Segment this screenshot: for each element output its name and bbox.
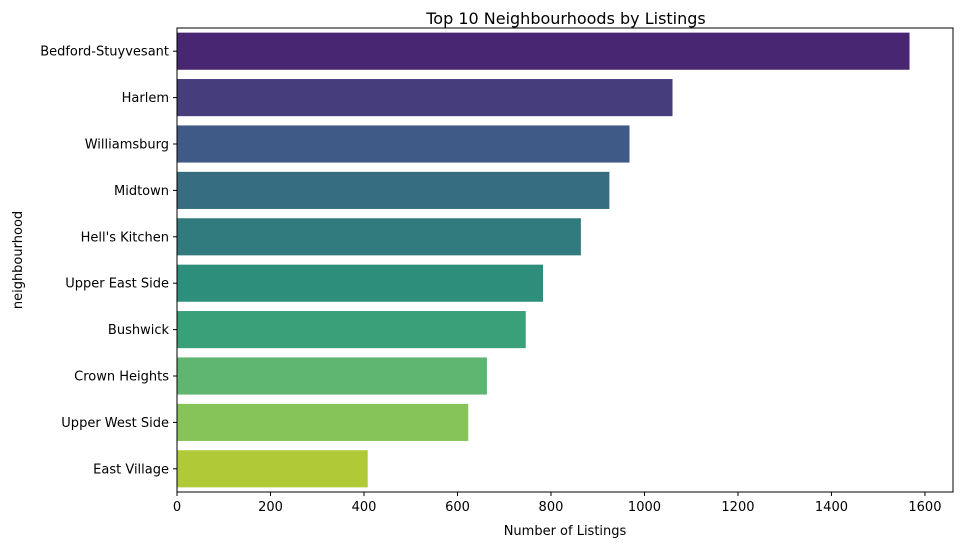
y-tick-label: Bushwick [108, 323, 170, 338]
y-tick-label: Midtown [114, 184, 169, 199]
bar-hell-s-kitchen [177, 218, 581, 256]
y-tick-label: Upper West Side [61, 416, 169, 431]
y-tick-label: East Village [93, 462, 169, 477]
bar-bedford-stuyvesant [177, 32, 910, 70]
x-tick-label: 800 [539, 500, 564, 515]
x-axis-ticks: 0 200 400 600 800 1000 1200 1400 1600 [173, 492, 941, 515]
x-tick-label: 1000 [628, 500, 661, 515]
x-axis-label: Number of Listings [504, 524, 627, 539]
y-tick-label: Williamsburg [85, 138, 169, 153]
bars-group [177, 32, 910, 488]
y-tick-label: Crown Heights [74, 370, 169, 385]
x-tick-label: 1400 [815, 500, 848, 515]
bar-bushwick [177, 311, 526, 349]
y-tick-label: Upper East Side [65, 277, 169, 292]
x-tick-label: 1200 [721, 500, 754, 515]
x-tick-label: 1600 [908, 500, 941, 515]
x-tick-label: 600 [445, 500, 470, 515]
bar-williamsburg [177, 125, 630, 163]
x-tick-label: 200 [258, 500, 283, 515]
bar-upper-east-side [177, 264, 544, 302]
x-tick-label: 0 [173, 500, 181, 515]
bar-upper-west-side [177, 403, 469, 441]
y-axis-label: neighbourhood [11, 211, 26, 309]
bar-crown-heights [177, 357, 487, 395]
bar-midtown [177, 171, 610, 209]
plot-frame [176, 27, 954, 493]
y-axis-ticks: Bedford-Stuyvesant Harlem Williamsburg Midt… [40, 45, 177, 477]
x-tick-label: 400 [352, 500, 377, 515]
bar-east-village [177, 450, 368, 488]
y-tick-label: Harlem [122, 91, 169, 106]
chart-title: Top 10 Neighbourhoods by Listings [425, 9, 706, 28]
y-tick-label: Bedford-Stuyvesant [40, 45, 169, 60]
bar-harlem [177, 79, 673, 117]
y-tick-label: Hell's Kitchen [81, 230, 169, 245]
